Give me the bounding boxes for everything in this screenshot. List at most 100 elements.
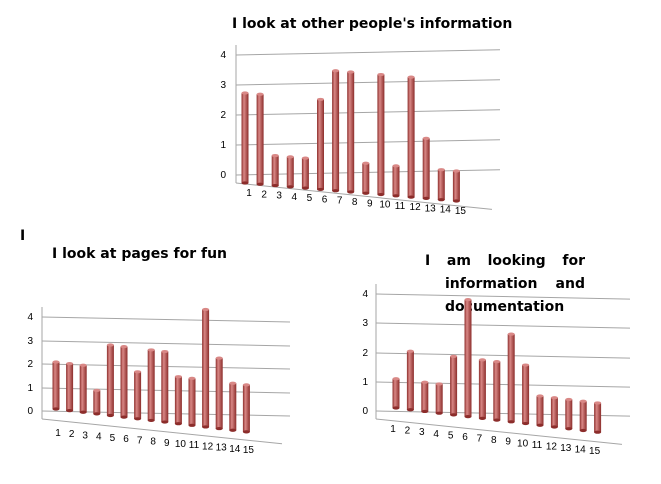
chart-2-bar-base xyxy=(215,426,223,431)
chart-1-bar xyxy=(317,99,324,190)
chart-3-bar xyxy=(464,299,472,417)
chart-3-category-label: 3 xyxy=(419,427,425,438)
chart-1-bar-base xyxy=(286,185,294,189)
chart-2-bar-top xyxy=(242,383,250,387)
chart-1-category-label: 12 xyxy=(410,202,422,213)
chart-2-category-label: 5 xyxy=(110,433,116,444)
chart-2-bar-top xyxy=(134,370,142,374)
chart-1-bar-base xyxy=(407,195,415,199)
chart-3-gridline xyxy=(375,352,631,359)
chart-1-bar-top xyxy=(392,164,400,168)
chart-3-bar-base xyxy=(507,420,515,424)
chart-1-category-label: 10 xyxy=(379,200,391,211)
chart-2-bar-base xyxy=(242,430,250,434)
chart-1-bar xyxy=(301,158,309,189)
chart-1-category-label: 2 xyxy=(261,189,267,200)
stray-text-marker: I xyxy=(20,228,26,244)
chart-1-bar-top xyxy=(407,75,415,79)
chart-3-bar-base xyxy=(536,423,544,427)
chart-2-bar-base xyxy=(52,407,60,411)
chart-2-bar xyxy=(93,390,101,414)
chart-1-gridline xyxy=(235,49,501,56)
chart-2-bar-base xyxy=(202,425,210,429)
chart-3-bar xyxy=(594,402,602,433)
chart-3-category-label: 1 xyxy=(390,424,396,435)
chart-1-category-label: 7 xyxy=(337,196,343,207)
chart-1-bar xyxy=(347,71,355,192)
chart-1-bar-base xyxy=(301,186,309,190)
chart-2-bar-top xyxy=(215,356,223,360)
chart-1-bar-top xyxy=(301,156,309,160)
chart-2-bar-top xyxy=(120,345,128,349)
chart-1-bar xyxy=(362,163,370,194)
chart-3-ytick-label: 0 xyxy=(362,406,368,417)
chart-1-ytick-label: 3 xyxy=(220,80,226,91)
chart-2-bar xyxy=(161,351,169,423)
chart-2-bar xyxy=(147,349,155,421)
chart-2-floor-edge xyxy=(41,418,283,445)
chart-1-bar xyxy=(407,77,415,198)
chart-2-category-label: 15 xyxy=(243,445,255,456)
chart-3-bar-base xyxy=(406,408,414,412)
chart-3-bar-top xyxy=(406,349,414,353)
chart-2-category-label: 11 xyxy=(189,440,200,451)
chart-1-category-label: 14 xyxy=(440,205,452,216)
chart-3-bar-base xyxy=(421,409,429,414)
chart-3-gridline xyxy=(375,381,631,388)
chart-3-bar-top xyxy=(536,394,544,398)
chart-3-bar-top xyxy=(579,399,587,403)
chart-1-bar-base xyxy=(362,191,370,195)
chart-1-bar-top xyxy=(286,155,294,159)
chart-2-bar-base xyxy=(188,423,196,427)
chart-2-bar xyxy=(66,363,74,411)
chart-3-category-label: 4 xyxy=(433,429,439,440)
chart-3-bar xyxy=(493,361,501,421)
chart-2-bar-base xyxy=(120,415,128,419)
chart-3-ytick-label: 1 xyxy=(362,377,368,388)
chart-2-bar-base xyxy=(161,420,169,424)
chart-3-bar-top xyxy=(478,358,486,362)
chart-3-category-label: 13 xyxy=(560,443,572,454)
chart-1-bar-base xyxy=(437,198,445,202)
chart-3-gridline xyxy=(375,322,631,329)
chart-1-category-label: 9 xyxy=(367,198,373,209)
chart-2-category-label: 10 xyxy=(175,439,187,450)
chart-3-bar xyxy=(450,356,458,415)
chart-2-bar-top xyxy=(52,360,60,364)
chart-2-category-label: 12 xyxy=(202,441,214,452)
chart-2-bar-base xyxy=(93,412,101,416)
chart-3-bar-base xyxy=(450,413,458,417)
chart-1-bar-base xyxy=(256,182,264,186)
chart-3-title-line-2: information and xyxy=(445,276,585,292)
chart-1-ytick-label: 2 xyxy=(220,110,226,121)
chart-3-bar xyxy=(565,399,573,429)
chart-1-bar-top xyxy=(271,153,279,158)
chart-3-bar-base xyxy=(594,430,602,434)
chart-3-title-line-3: documentation xyxy=(445,299,565,315)
chart-3-title: I am looking for information and documen… xyxy=(425,250,585,319)
chart-1-bar-top xyxy=(317,97,324,102)
chart-3-category-label: 8 xyxy=(491,435,497,446)
chart-3-bar-top xyxy=(450,354,458,359)
chart-3-bar-base xyxy=(392,406,400,410)
chart-2-ytick-label: 2 xyxy=(27,359,33,370)
chart-3-bar-base xyxy=(493,418,501,422)
chart-3-bar-top xyxy=(421,380,429,384)
chart-2-bar-base xyxy=(79,410,87,414)
chart-3-bar xyxy=(536,396,544,426)
chart-1-category-label: 8 xyxy=(352,197,358,208)
chart-1-bar-top xyxy=(362,161,370,165)
chart-1-ytick-label: 4 xyxy=(220,50,226,61)
chart-2-category-label: 14 xyxy=(229,444,241,455)
chart-1-bar-base xyxy=(347,190,355,194)
chart-2-bar-base xyxy=(66,409,74,413)
chart-2-bar xyxy=(229,383,237,431)
chart-3-bar-base xyxy=(550,425,558,429)
chart-2-category-label: 2 xyxy=(69,429,75,440)
chart-3-floor-edge xyxy=(375,418,623,445)
chart-1-bar-top xyxy=(452,169,460,173)
chart-1-bar xyxy=(422,138,430,199)
chart-3-bar xyxy=(421,382,429,412)
chart-3-ytick-label: 2 xyxy=(362,348,368,359)
chart-3-bar xyxy=(579,401,587,431)
